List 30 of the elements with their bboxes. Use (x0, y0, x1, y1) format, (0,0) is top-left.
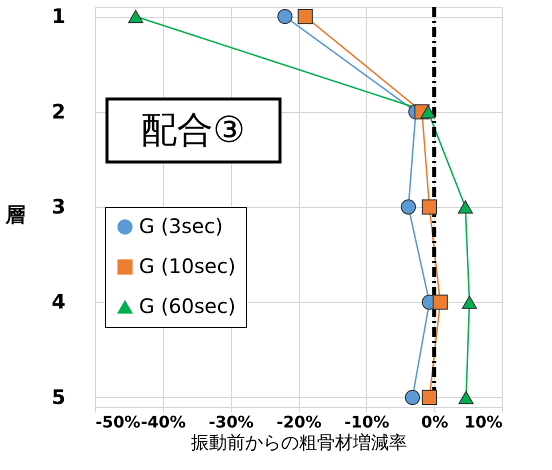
x-tick-label: -10% (344, 412, 390, 432)
y-tick-label: 1 (52, 4, 66, 28)
point (404, 390, 420, 406)
point (458, 390, 474, 404)
y-axis-title: 層 (4, 202, 26, 226)
point (400, 199, 416, 215)
x-tick-label: -50% (96, 412, 140, 432)
y-tick-label: 3 (52, 194, 66, 218)
point (420, 105, 436, 118)
point (462, 296, 478, 309)
point (277, 8, 293, 24)
point (128, 10, 144, 24)
y-tick-label: 5 (52, 384, 66, 409)
x-tick-label: 0% (421, 412, 448, 432)
annotation: 配合③ (140, 110, 246, 151)
point (422, 199, 437, 215)
x-tick-label: -30% (208, 412, 254, 432)
x-tick-label: -40% (140, 412, 186, 432)
legend-label: G (3sec) (139, 214, 223, 238)
y-tick-label: 2 (52, 99, 66, 124)
point (432, 294, 448, 310)
y-tick-label: 4 (52, 290, 66, 314)
x-axis-title: 振動前からの粗骨材増減率 (191, 432, 407, 454)
legend-label: G (10sec) (139, 254, 236, 278)
x-tick-label: -20% (276, 412, 322, 432)
point (422, 390, 437, 406)
x-tick-label: 10% (464, 412, 502, 432)
legend-label: G (60sec) (139, 294, 236, 318)
point (458, 200, 473, 214)
point (298, 8, 313, 24)
